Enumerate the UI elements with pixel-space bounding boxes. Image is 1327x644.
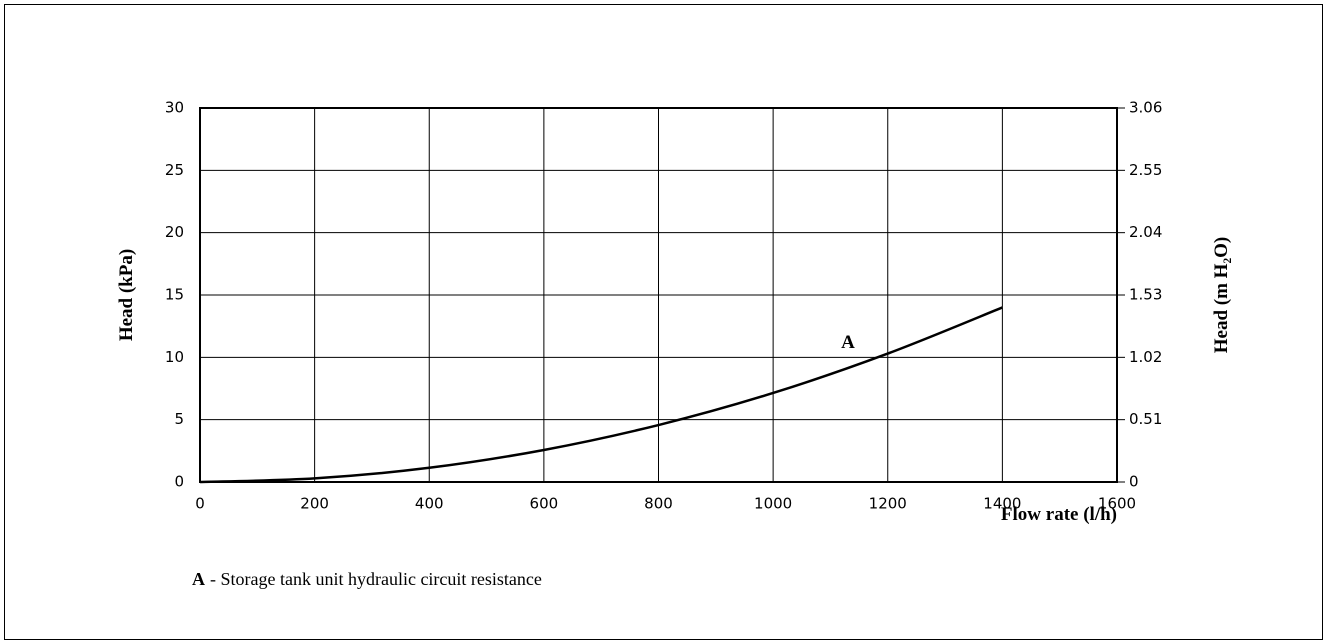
caption: A- Storage tank unit hydraulic circuit r… bbox=[192, 569, 542, 589]
caption-text: - Storage tank unit hydraulic circuit re… bbox=[210, 569, 542, 589]
y-tick-label: 25 bbox=[165, 161, 184, 179]
y2-tick-label: 3.06 bbox=[1129, 99, 1162, 117]
frame bbox=[4, 4, 1323, 640]
y-tick-label: 15 bbox=[165, 286, 184, 304]
x-tick-label: 800 bbox=[644, 495, 673, 513]
x-tick-label: 1000 bbox=[754, 495, 792, 513]
x-tick-label: 400 bbox=[415, 495, 444, 513]
line bbox=[199, 306, 1003, 484]
y2-tick-label: 1.02 bbox=[1129, 348, 1162, 366]
x-tick-label: 1200 bbox=[869, 495, 907, 513]
y2-axis-label: Head (m H₂O) bbox=[1211, 237, 1232, 354]
x-tick-label: 0 bbox=[195, 495, 205, 513]
x-tick-label: 600 bbox=[530, 495, 559, 513]
y2-tick-label: 0.51 bbox=[1129, 410, 1162, 428]
y-tick-label: 30 bbox=[165, 99, 184, 117]
y2-tick-label: 2.04 bbox=[1129, 223, 1162, 241]
x-axis-label: Flow rate (l/h) bbox=[1001, 504, 1117, 525]
y2-tick-label: 2.55 bbox=[1129, 161, 1162, 179]
y2-tick-label: 0 bbox=[1129, 473, 1139, 491]
y-tick-label: 0 bbox=[174, 473, 184, 491]
y-tick-label: 20 bbox=[165, 223, 184, 241]
caption-key: A bbox=[192, 569, 205, 589]
x-tick-label: 1400 bbox=[983, 495, 1021, 513]
x-tick-label: 1600 bbox=[1098, 495, 1136, 513]
series-label: A bbox=[841, 332, 855, 353]
x-tick-label: 200 bbox=[300, 495, 329, 513]
y-axis-label: Head (kPa) bbox=[116, 249, 137, 341]
y2-tick-label: 1.53 bbox=[1129, 286, 1162, 304]
plot-border bbox=[199, 107, 1118, 483]
y-tick-label: 10 bbox=[165, 348, 184, 366]
y-tick-label: 5 bbox=[174, 410, 184, 428]
